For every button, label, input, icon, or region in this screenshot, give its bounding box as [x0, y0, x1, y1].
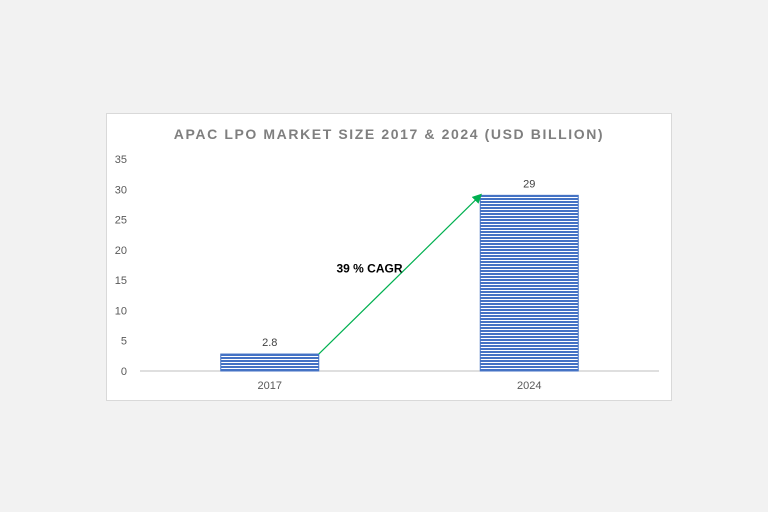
bars: 2.8 29 [220, 178, 579, 372]
y-tick-label: 10 [115, 305, 127, 317]
cagr-annotation: 39 % CAGR [336, 262, 402, 276]
y-tick-label: 30 [115, 184, 127, 196]
y-tick-label: 15 [115, 275, 127, 287]
x-tick-label: 2024 [517, 380, 541, 392]
bar-2017 [220, 353, 320, 372]
chart-title: APAC LPO MARKET SIZE 2017 & 2024 (USD BI… [173, 126, 605, 142]
bar-chart: 0 5 10 15 20 25 30 35 2.8 29 2017 2024 39 % CAGR [115, 154, 659, 392]
y-tick-label: 5 [121, 336, 127, 348]
bar-2024 [479, 194, 579, 372]
data-label-2024: 29 [523, 178, 535, 190]
y-tick-label: 20 [115, 245, 127, 257]
y-tick-label: 25 [115, 215, 127, 227]
x-axis: 2017 2024 [258, 380, 542, 392]
y-tick-label: 35 [115, 154, 127, 166]
data-label-2017: 2.8 [262, 337, 277, 349]
cagr-arrow [318, 193, 482, 355]
chart-card: APAC LPO MARKET SIZE 2017 & 2024 (USD BI… [106, 113, 672, 401]
y-axis: 0 5 10 15 20 25 30 35 [115, 154, 127, 378]
y-tick-label: 0 [121, 366, 127, 378]
x-tick-label: 2017 [258, 380, 282, 392]
